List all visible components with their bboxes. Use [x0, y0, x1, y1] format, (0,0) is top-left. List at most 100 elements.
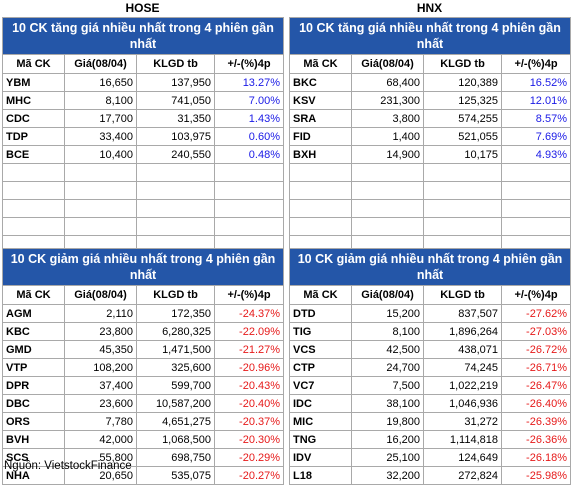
- cell-chg: -20.43%: [213, 376, 285, 395]
- table-row: DBC 23,600 10,587,200 -20.40%: [2, 394, 285, 413]
- table-row: VC7 7,500 1,022,219 -26.47%: [289, 376, 572, 395]
- table-row: DPR 37,400 599,700 -20.43%: [2, 376, 285, 395]
- cell-chg: -26.18%: [500, 448, 572, 467]
- cell-code: MIC: [289, 412, 352, 431]
- cell-vol: 120,389: [423, 73, 502, 92]
- column-header-volume: KLGD tb: [423, 54, 502, 74]
- column-header-price: Giá(08/04): [64, 54, 137, 74]
- cell-code: ORS: [2, 412, 65, 431]
- cell-price: 33,400: [64, 127, 137, 146]
- panel-title: 10 CK tăng giá nhiều nhất trong 4 phiên …: [2, 17, 284, 55]
- cell-chg: -20.30%: [213, 430, 285, 449]
- cell-vol: 438,071: [423, 340, 502, 359]
- panel-title: 10 CK tăng giá nhiều nhất trong 4 phiên …: [289, 17, 571, 55]
- column-header-price: Giá(08/04): [64, 285, 137, 305]
- cell-chg: 0.48%: [214, 145, 284, 164]
- table-row: SRA 3,800 574,255 8.57%: [289, 109, 571, 128]
- empty-cell: [351, 217, 424, 236]
- cell-vol: 4,651,275: [136, 412, 215, 431]
- empty-cell: [289, 217, 352, 236]
- empty-cell: [64, 181, 137, 200]
- table-row: CTP 24,700 74,245 -26.71%: [289, 358, 572, 377]
- empty-cell: [423, 181, 502, 200]
- cell-price: 37,400: [64, 376, 137, 395]
- cell-vol: 137,950: [136, 73, 215, 92]
- empty-cell: [501, 217, 571, 236]
- cell-code: BXH: [289, 145, 352, 164]
- table-row: [289, 217, 571, 236]
- column-header-code: Mã CK: [289, 54, 352, 74]
- cell-code: VCS: [289, 340, 352, 359]
- cell-chg: 7.69%: [501, 127, 571, 146]
- cell-chg: 13.27%: [214, 73, 284, 92]
- cell-chg: -26.40%: [500, 394, 572, 413]
- exchange-label-hnx: HNX: [416, 1, 443, 15]
- cell-chg: -26.47%: [500, 376, 572, 395]
- cell-vol: 1,471,500: [136, 340, 215, 359]
- empty-cell: [136, 181, 215, 200]
- empty-cell: [214, 163, 284, 182]
- cell-vol: 1,046,936: [423, 394, 502, 413]
- empty-cell: [501, 181, 571, 200]
- cell-price: 42,000: [64, 430, 137, 449]
- column-header-change: +/-(%)4p: [501, 54, 571, 74]
- cell-chg: -20.27%: [213, 466, 285, 485]
- empty-cell: [64, 163, 137, 182]
- table-row: BCE 10,400 240,550 0.48%: [2, 145, 284, 164]
- cell-vol: 10,587,200: [136, 394, 215, 413]
- empty-cell: [2, 181, 65, 200]
- cell-vol: 6,280,325: [136, 322, 215, 341]
- cell-price: 1,400: [351, 127, 424, 146]
- cell-code: CDC: [2, 109, 65, 128]
- cell-price: 8,100: [64, 91, 137, 110]
- cell-price: 16,650: [64, 73, 137, 92]
- table-row: [2, 199, 284, 218]
- table-row: [2, 217, 284, 236]
- cell-chg: -20.96%: [213, 358, 285, 377]
- cell-code: GMD: [2, 340, 65, 359]
- table-row: [289, 181, 571, 200]
- exchange-label-hose: HOSE: [125, 1, 160, 15]
- cell-price: 10,400: [64, 145, 137, 164]
- cell-price: 3,800: [351, 109, 424, 128]
- cell-vol: 124,649: [423, 448, 502, 467]
- empty-cell: [136, 199, 215, 218]
- cell-chg: -25.98%: [500, 466, 572, 485]
- cell-price: 7,780: [64, 412, 137, 431]
- empty-cell: [214, 199, 284, 218]
- table-row: FID 1,400 521,055 7.69%: [289, 127, 571, 146]
- cell-chg: -26.36%: [500, 430, 572, 449]
- cell-code: DBC: [2, 394, 65, 413]
- cell-vol: 325,600: [136, 358, 215, 377]
- cell-code: BVH: [2, 430, 65, 449]
- empty-cell: [214, 217, 284, 236]
- table-row: TDP 33,400 103,975 0.60%: [2, 127, 284, 146]
- cell-code: TIG: [289, 322, 352, 341]
- table-row: ORS 7,780 4,651,275 -20.37%: [2, 412, 285, 431]
- cell-code: DTD: [289, 304, 352, 323]
- cell-price: 14,900: [351, 145, 424, 164]
- column-header-price: Giá(08/04): [351, 54, 424, 74]
- column-header-change: +/-(%)4p: [500, 285, 572, 305]
- cell-vol: 74,245: [423, 358, 502, 377]
- cell-code: CTP: [289, 358, 352, 377]
- table-row: [2, 163, 284, 182]
- source-note: Nguồn: VietstockFinance: [4, 460, 132, 472]
- column-header-volume: KLGD tb: [136, 285, 215, 305]
- empty-cell: [136, 217, 215, 236]
- empty-cell: [351, 181, 424, 200]
- empty-cell: [501, 163, 571, 182]
- cell-code: IDV: [289, 448, 352, 467]
- empty-cell: [64, 199, 137, 218]
- cell-price: 231,300: [351, 91, 424, 110]
- empty-cell: [423, 199, 502, 218]
- hnx-gainers-table: 10 CK tăng giá nhiều nhất trong 4 phiên …: [289, 17, 571, 254]
- table-row: BKC 68,400 120,389 16.52%: [289, 73, 571, 92]
- column-header-price: Giá(08/04): [351, 285, 424, 305]
- cell-price: 108,200: [64, 358, 137, 377]
- empty-cell: [351, 199, 424, 218]
- table-row: IDV 25,100 124,649 -26.18%: [289, 448, 572, 467]
- cell-vol: 521,055: [423, 127, 502, 146]
- column-header-volume: KLGD tb: [136, 54, 215, 74]
- hose-losers-table: 10 CK giảm giá nhiều nhất trong 4 phiên …: [1, 248, 285, 485]
